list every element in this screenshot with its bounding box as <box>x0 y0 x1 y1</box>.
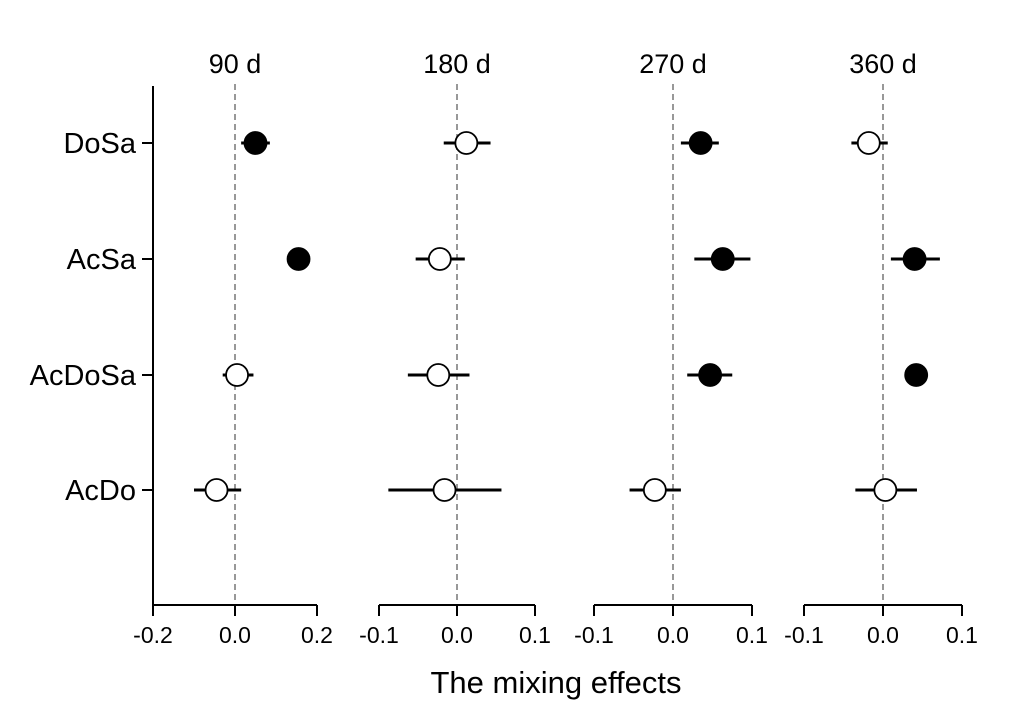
data-point-acsa <box>286 247 311 271</box>
data-point-acdo <box>855 478 917 502</box>
data-point-acsa <box>890 247 940 271</box>
data-point-acdo <box>194 478 242 502</box>
data-point-dosa <box>680 131 719 155</box>
x-tick-label: 0.0 <box>657 622 689 648</box>
data-point-acdosa <box>904 363 929 387</box>
filled-point-marker <box>710 247 735 271</box>
open-point-marker <box>427 247 452 271</box>
x-tick-label: -0.1 <box>784 622 824 648</box>
panel-1: 90 d -0.2 0.0 0.2 <box>133 49 333 648</box>
x-tick-label: -0.1 <box>359 622 399 648</box>
open-point-marker <box>873 478 898 502</box>
open-point-marker <box>454 131 479 155</box>
filled-point-marker <box>243 131 268 155</box>
panel-4: 360 d -0.1 0.0 0.1 <box>784 49 978 648</box>
x-tick-label: 0.0 <box>219 622 251 648</box>
x-tick-label: -0.1 <box>574 622 614 648</box>
data-point-dosa <box>851 131 888 155</box>
y-tick-label: AcDoSa <box>30 360 137 392</box>
open-point-marker <box>225 363 249 387</box>
y-tick-label: AcDo <box>65 475 136 507</box>
data-point-acdosa <box>407 363 470 387</box>
x-tick-label: -0.2 <box>133 622 173 648</box>
y-tick-label: DoSa <box>63 128 136 160</box>
filled-point-marker <box>688 131 713 155</box>
panel-title: 180 d <box>423 49 491 79</box>
data-point-acdo <box>388 478 502 502</box>
x-axis-label: The mixing effects <box>431 665 682 700</box>
data-point-acsa <box>694 247 751 271</box>
y-tick-label: AcSa <box>67 244 137 276</box>
panel-title: 270 d <box>639 49 707 79</box>
open-point-marker <box>432 478 457 502</box>
x-tick-label: 0.0 <box>441 622 473 648</box>
panel-2: 180 d -0.1 0.0 0.1 <box>359 49 551 648</box>
data-point-acdosa <box>222 363 254 387</box>
data-point-acdo <box>629 478 681 502</box>
filled-point-marker <box>286 247 311 271</box>
open-point-marker <box>426 363 451 387</box>
panel-title: 360 d <box>849 49 917 79</box>
panel-title: 90 d <box>209 49 262 79</box>
data-point-dosa <box>241 131 270 155</box>
open-point-marker <box>204 478 229 502</box>
open-point-marker <box>856 131 881 155</box>
data-point-dosa <box>443 131 491 155</box>
panels: 90 d -0.2 0.0 0.2 180 d -0.1 0.0 0.1 270 d -0.1 0.… <box>133 49 978 648</box>
x-tick-label: 0.0 <box>867 622 899 648</box>
filled-point-marker <box>904 363 929 387</box>
panel-3: 270 d -0.1 0.0 0.1 <box>574 49 768 648</box>
open-point-marker <box>642 478 667 502</box>
data-point-acsa <box>415 247 465 271</box>
filled-point-marker <box>902 247 927 271</box>
x-tick-label: 0.1 <box>946 622 978 648</box>
data-point-acdosa <box>687 363 733 387</box>
x-tick-label: 0.1 <box>519 622 551 648</box>
x-tick-label: 0.2 <box>301 622 333 648</box>
x-tick-label: 0.1 <box>736 622 768 648</box>
filled-point-marker <box>698 363 723 387</box>
y-axis: DoSa AcSa AcDoSa AcDo <box>30 86 154 605</box>
